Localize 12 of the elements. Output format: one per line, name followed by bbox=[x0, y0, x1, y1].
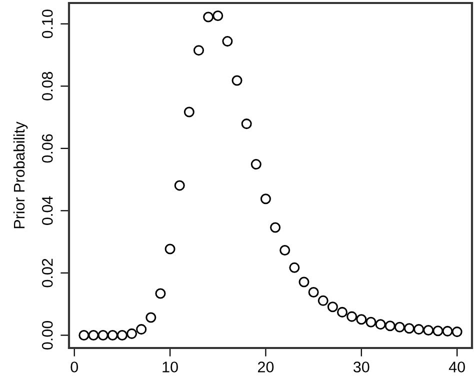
x-tick-label: 10 bbox=[162, 362, 178, 372]
y-tick-label: 0.10 bbox=[42, 10, 53, 38]
y-tick-label: 0.02 bbox=[42, 258, 53, 288]
x-tick-label: 0 bbox=[70, 362, 78, 372]
y-tick-label: 0.04 bbox=[42, 196, 53, 225]
x-tick-label: 30 bbox=[353, 362, 370, 372]
x-tick-label: 20 bbox=[258, 362, 274, 372]
y-tick-label: 0.00 bbox=[42, 320, 53, 350]
y-tick-label: 0.06 bbox=[42, 134, 53, 163]
y-axis-title: Prior Probability bbox=[13, 122, 28, 228]
y-tick-label: 0.08 bbox=[42, 72, 53, 100]
x-tick-label: 40 bbox=[448, 362, 465, 372]
